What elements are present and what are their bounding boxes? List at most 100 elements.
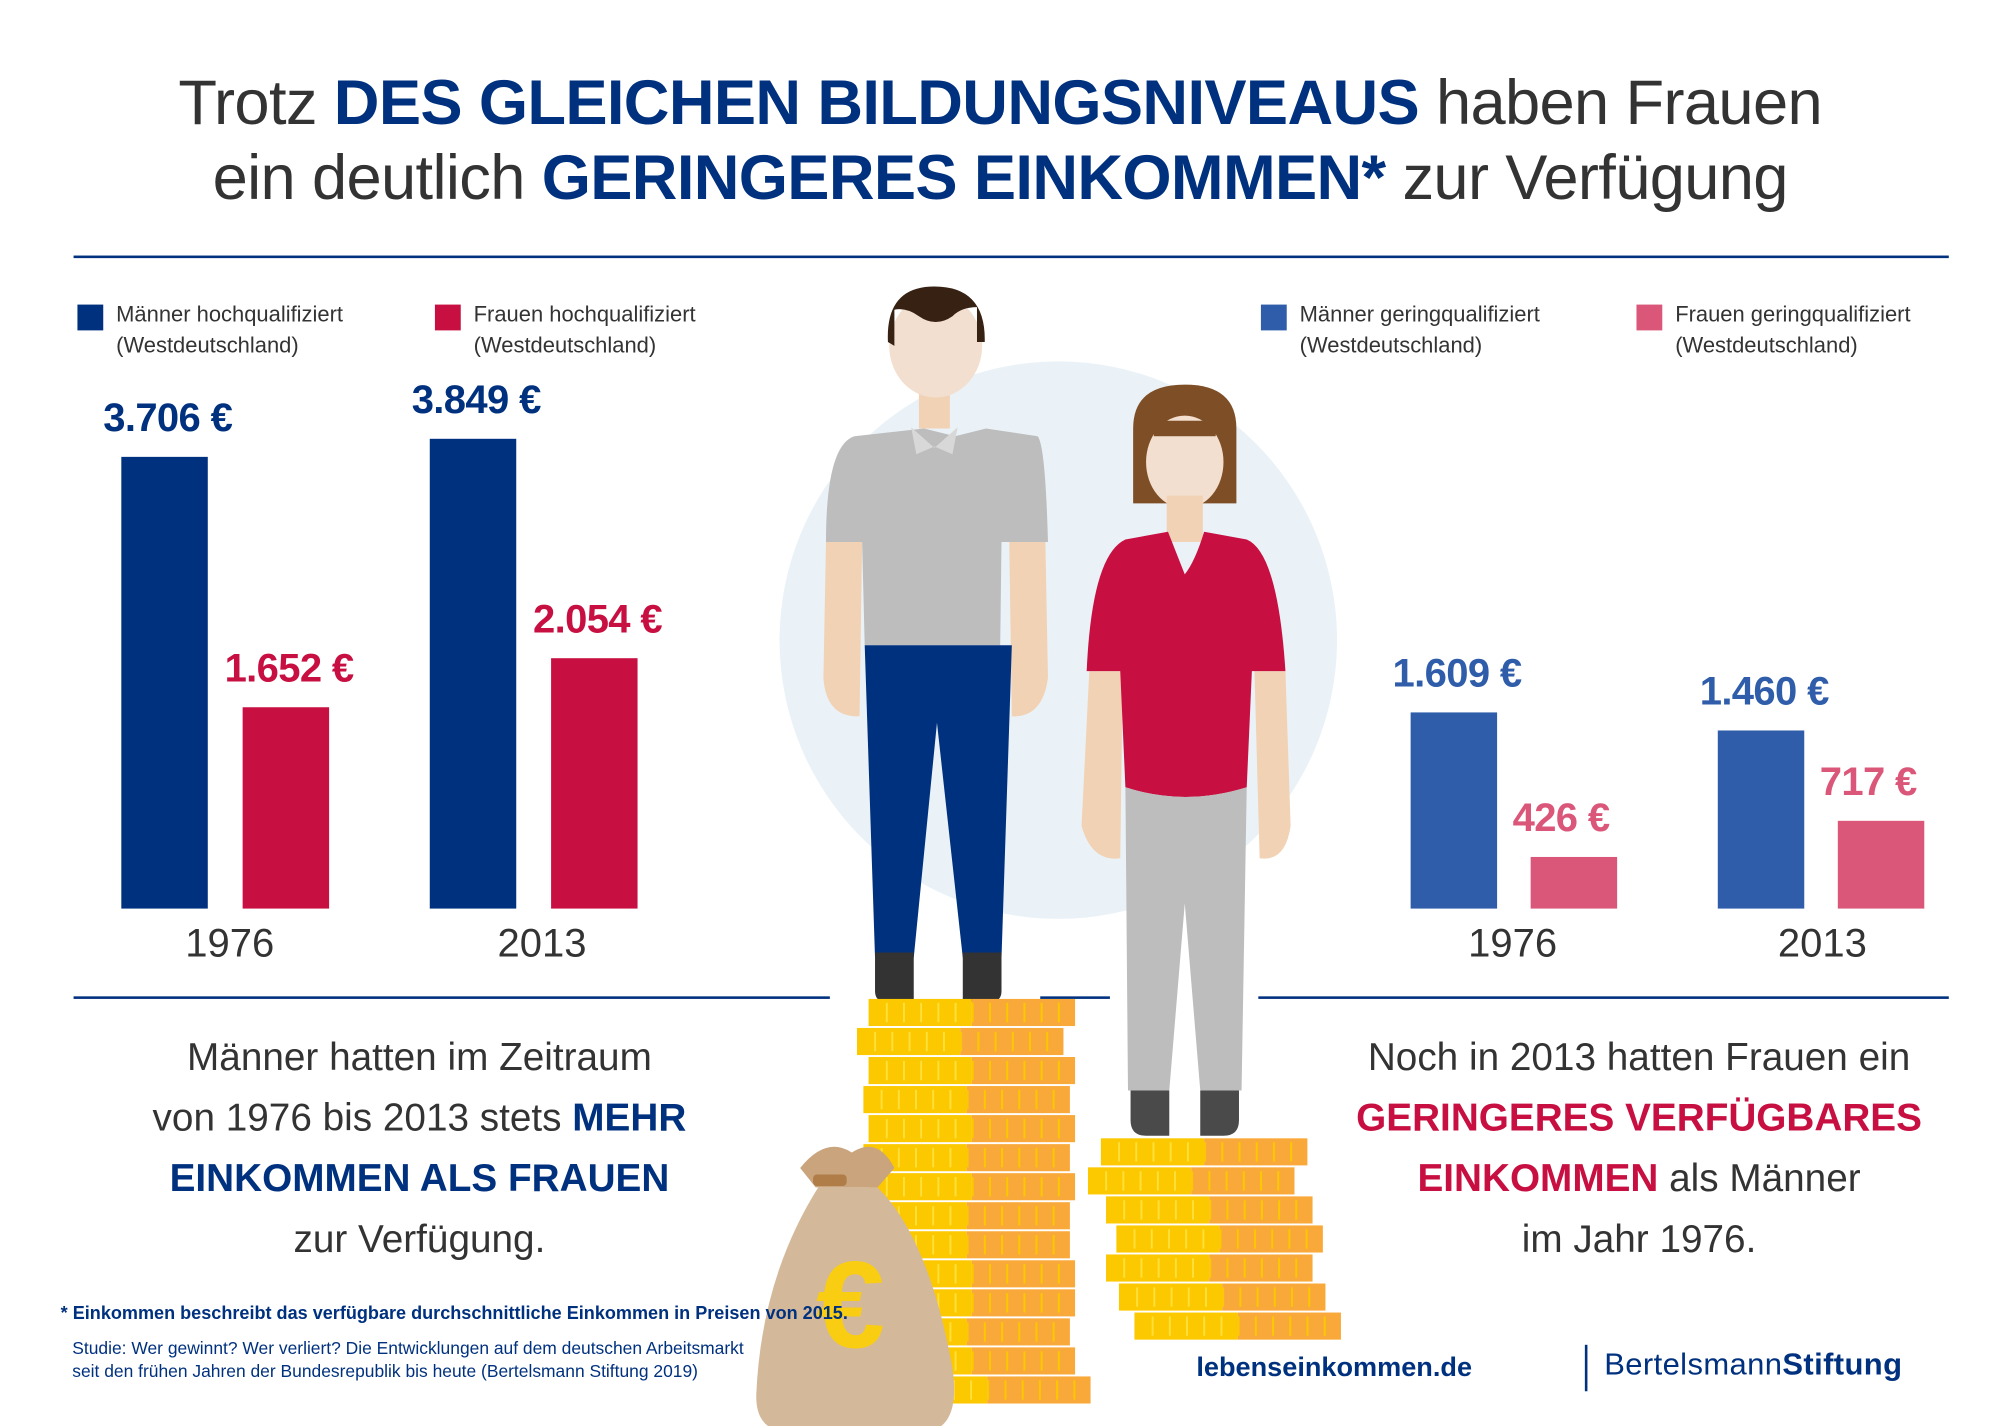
coin-ridge [920,1002,923,1023]
coin-ridge [1023,1118,1026,1139]
coin-ridge [989,1177,991,1197]
website-link[interactable]: lebenseinkommen.de [1196,1352,1473,1383]
coin-ridge [1242,1171,1245,1191]
bar-1976-women [242,707,330,909]
coin-ridge [977,1031,980,1052]
coin-ridge [1174,1171,1176,1191]
coin-ridge [885,1002,888,1023]
woman-head [1146,415,1224,509]
coin-ridge [1260,1258,1263,1278]
coin-ridge [949,1147,952,1168]
coin-ridge [1018,1089,1021,1110]
woman-bangs [1153,420,1216,437]
coin-ridge [989,1264,991,1284]
money-bag-body [756,1187,955,1426]
brand-divider [1584,1344,1588,1392]
coin-ridge [1295,1200,1298,1220]
coin-ridge [1222,1287,1225,1307]
coin-ridge [1023,1264,1026,1284]
coin-ridge [971,1351,974,1371]
statement-line: von 1976 bis 2013 stets MEHR [77,1088,761,1149]
coin-ridge [942,1031,945,1052]
coin-ridge [1052,1235,1055,1255]
coin-ridge [954,1177,957,1197]
coin-ridge [1052,1322,1055,1342]
legend-swatch [434,304,461,331]
brand-logo: BertelsmannStiftung [1604,1347,1902,1383]
brand-name-light: Bertelsmann [1604,1347,1783,1383]
footnote: * Einkommen beschreibt das verfügbare du… [60,1302,848,1323]
coin-ridge [1001,1235,1004,1255]
coin-ridge [1290,1142,1293,1162]
statement-right: Noch in 2013 hatten Frauen ein GERINGERE… [1304,1027,1975,1270]
right-divider [1258,996,1949,999]
coin-ridge [1105,1171,1108,1191]
coin-ridge [885,1060,888,1081]
coin-ridge [1156,1171,1159,1191]
center-divider [1040,996,1110,999]
coin-ridge [971,1060,974,1081]
year-label: 1976 [185,920,275,966]
coin-ridge [1239,1287,1242,1307]
legend-label-line: Männer geringqualifiziert [1299,302,1540,327]
coin-ridge [1123,1200,1126,1220]
coin-ridge [966,1089,969,1110]
statement-emphasis: EINKOMMEN [1417,1157,1659,1201]
title-line-1: Trotz DES GLEICHEN BILDUNGSNIVEAUS haben… [0,67,2000,139]
coin-ridge [1191,1171,1194,1191]
bar-2013-women [1837,820,1925,909]
coin-ridge [1288,1229,1291,1249]
coin-ridge [1256,1287,1259,1307]
coin-ridge [1157,1258,1160,1278]
coin-ridge [885,1118,888,1139]
coin-ridge [994,1031,997,1052]
legend-label: Frauen hochqualifiziert (Westdeutschland… [474,299,696,361]
coin-ridge [920,1118,923,1139]
coin-ridge [1168,1316,1171,1336]
coin-ridge [971,1002,974,1023]
legend-label-line: (Westdeutschland) [473,332,657,358]
coin-ridge [1006,1293,1009,1313]
coin-ridge [954,1351,957,1371]
coin-ridge [915,1147,917,1168]
value-label: 3.849 € [411,376,542,423]
bar-2013-men [1717,730,1805,909]
coin-ridge [1023,1002,1026,1023]
title-text: haben Frauen [1419,68,1823,139]
woman-trousers [1125,787,1247,1091]
legend-label-line: Frauen geringqualifiziert [1675,302,1911,327]
coin-ridge [1133,1229,1136,1249]
coin-ridge [1018,1322,1021,1342]
legend-label: Männer hochqualifiziert (Westdeutschland… [116,299,343,361]
coin-ridge [1057,1264,1060,1284]
coin-ridge [966,1322,969,1342]
legend-label-line: (Westdeutschland) [1299,332,1483,358]
euro-icon: € [816,1236,885,1374]
coin-ridge [1243,1258,1246,1278]
coin-ridge [987,1380,990,1400]
coin-ridge [908,1031,911,1052]
coin-ridge [874,1031,877,1052]
title-emphasis: DES GLEICHEN BILDUNGSNIVEAUS [333,68,1420,139]
coin-ridge [902,1177,905,1197]
coin-ridge [1192,1200,1195,1220]
legend-swatch [77,304,104,331]
legend-label-line: (Westdeutschland) [116,332,299,358]
coin-ridge [1023,1060,1026,1081]
coin-ridge [902,1002,905,1023]
woman-left-arm [1081,671,1123,859]
value-label: 717 € [1819,758,1918,805]
coin-ridge [932,1147,935,1168]
man-trousers [864,645,1012,958]
coin-ridge [1018,1235,1021,1255]
source-line: seit den frühen Jahren der Bundesrepubli… [72,1361,698,1381]
statement-left: Männer hatten im Zeitraum von 1976 bis 2… [77,1027,761,1270]
coin-stack-small [1087,1138,1341,1340]
coin-ridge [989,1118,991,1139]
coin-ridge [1305,1229,1308,1249]
coin-ridge [902,1118,905,1139]
coin-ridge [1018,1206,1021,1226]
coin-ridge [1073,1380,1076,1400]
legend-label: Frauen geringqualifiziert (Westdeutschla… [1675,299,1910,361]
